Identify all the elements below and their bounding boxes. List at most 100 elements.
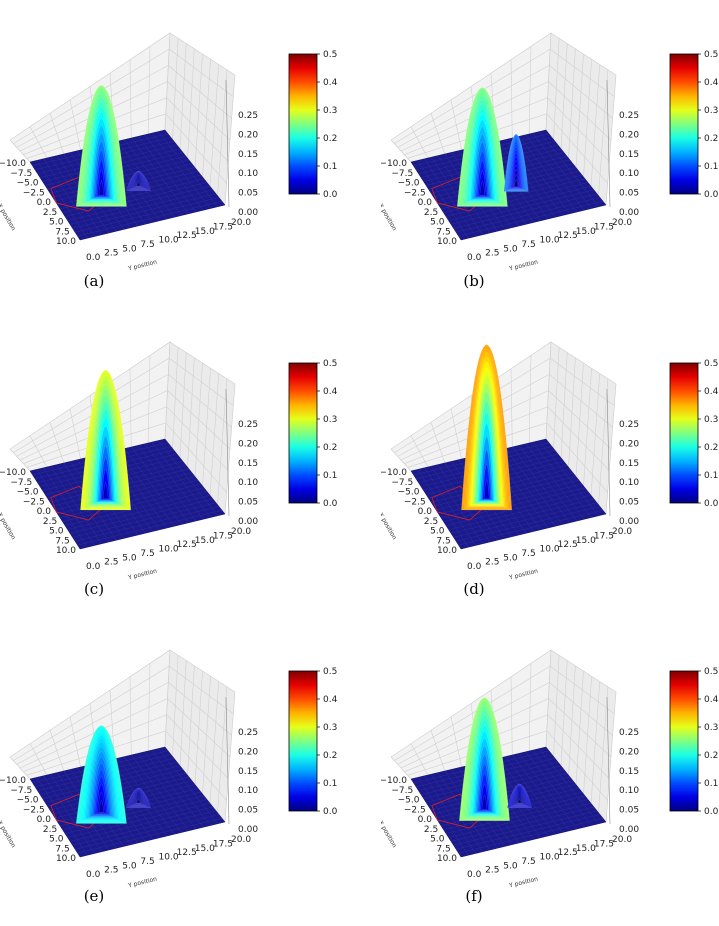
surface-plot: 0.00 0.05 0.10 0.15 0.20 0.25 −10.0−7.5−5.0−2.… [0,649,338,890]
x-tick-label: −5.0 [17,488,39,498]
panel-caption: (b) [463,272,485,290]
x-tick-label: 2.5 [424,517,438,527]
z-tick-label: 0.05 [238,498,258,508]
chart-panel: 0.00 0.05 0.10 0.15 0.20 0.25 −10.0 −7.5 −5.0 −2.… [381,0,719,309]
colorbar-tick-label: 0.4 [704,387,719,397]
z-tick-label: 0.20 [619,747,639,757]
colorbar-tick-label: 0.3 [704,723,718,733]
x-tick-label: −2.5 [23,188,45,198]
x-tick-label: 2.5 [43,208,57,218]
y-tick-label: 15.0 [195,227,215,237]
colorbar-tick-label: 0.4 [323,695,338,705]
z-tick-label: 0.10 [238,169,258,179]
x-tick-label: 7.5 [436,536,450,546]
y-tick-label: 12.5 [177,848,197,858]
surface-peak [456,87,529,207]
z-tick-label: 0.00 [619,825,639,835]
z-axis-line [606,79,611,208]
colorbar-tick-label: 0.0 [323,807,338,817]
y-tick-label: 15.0 [576,536,596,546]
x-tick-label: −7.5 [10,786,32,796]
y-tick-label: 12.5 [558,231,578,241]
y-tick-label: 10.0 [540,236,560,246]
colorbar-tick-label: 0.0 [704,190,719,200]
z-tick-label: 0.15 [619,459,639,469]
pane-grid [13,655,234,813]
y-axis-label: Y position [127,259,158,273]
y-tick-label: 0.0 [467,870,482,880]
colorbar-tick-label: 0.1 [704,162,718,172]
y-tick-label: 5.0 [122,861,137,871]
y-tick-label: 15.0 [195,536,215,546]
z-tick-label: 0.15 [238,150,258,160]
x-tick-label: −7.5 [391,478,413,488]
x-tick-label: 0.0 [418,507,433,517]
y-tick-label: 17.5 [594,839,614,849]
y-tick-label: 12.5 [177,540,197,550]
x-tick-label: 0.0 [418,815,433,825]
z-tick-label: 0.15 [238,459,258,469]
z-axis-line [606,696,611,825]
y-tick-label: 12.5 [558,848,578,858]
y-tick-label: 17.5 [213,222,233,232]
y-tick-label: 10.0 [540,545,560,555]
y-tick-label: 7.5 [140,857,154,867]
y-tick-label: 5.0 [503,861,518,871]
boundary-outline [50,485,107,521]
x-tick-label: 10.0 [437,854,457,864]
x-tick-label: 2.5 [424,208,438,218]
y-tick-label: 2.5 [104,249,118,259]
x-tick-label: 7.5 [55,227,69,237]
colorbar [288,670,318,812]
x-tick-label: −7.5 [391,169,413,179]
colorbar-tick-label: 0.2 [704,443,718,453]
y-tick-label: 20.0 [612,527,632,537]
z-tick-label: 0.10 [238,786,258,796]
x-tick-label: −7.5 [391,786,413,796]
y-axis-label: Y position [508,568,539,582]
pane-grid [394,347,615,505]
x-tick-label: −10.0 [0,776,26,786]
x-axis-label: X position [0,203,17,232]
z-tick-label: 0.05 [619,189,639,199]
colorbar-tick-label: 0.5 [323,667,337,677]
y-tick-label: 7.5 [521,857,535,867]
x-tick-label: 5.0 [49,835,64,845]
colorbar-tick-label: 0.2 [704,751,718,761]
x-tick-label: 2.5 [424,825,438,835]
x-tick-label: −2.5 [404,497,426,507]
x-tick-label: 0.0 [37,198,52,208]
x-tick-label: −5.0 [398,488,420,498]
y-tick-label: 0.0 [86,253,101,263]
x-tick-label: 10.0 [437,546,457,556]
colorbar-tick-label: 0.1 [323,471,337,481]
colorbar-tick-label: 0.2 [704,134,718,144]
surface-peak [459,697,532,821]
chart-panel: 0.00 0.05 0.10 0.15 0.20 0.25 −10.0 −7.5 −5.0 −2.… [0,0,360,309]
colorbar [669,53,699,195]
y-tick-label: 10.0 [540,853,560,863]
y-tick-label: 20.0 [612,218,632,228]
y-tick-label: 2.5 [104,558,118,568]
pane-grid [394,655,615,813]
y-tick-label: 5.0 [503,553,518,563]
y-tick-label: 17.5 [213,839,233,849]
y-tick-label: 5.0 [122,244,137,254]
x-tick-label: 5.0 [49,218,64,228]
x-tick-label: 10.0 [56,546,76,556]
colorbar-tick-label: 0.0 [323,499,338,509]
y-axis-label: Y position [127,876,158,890]
x-tick-label: −5.0 [398,179,420,189]
x-axis-label: X position [0,820,17,849]
z-tick-label: 0.20 [238,439,258,449]
colorbar-tick-label: 0.1 [704,471,718,481]
z-tick-label: 0.25 [238,728,258,738]
z-tick-label: 0.25 [238,420,258,430]
colorbar-tick-label: 0.2 [323,751,337,761]
y-tick-label: 0.0 [467,562,482,572]
z-tick-label: 0.10 [238,478,258,488]
y-tick-label: 7.5 [521,549,535,559]
x-tick-label: 2.5 [43,517,57,527]
y-tick-label: 7.5 [140,240,154,250]
colorbar-tick-label: 0.5 [704,667,718,677]
